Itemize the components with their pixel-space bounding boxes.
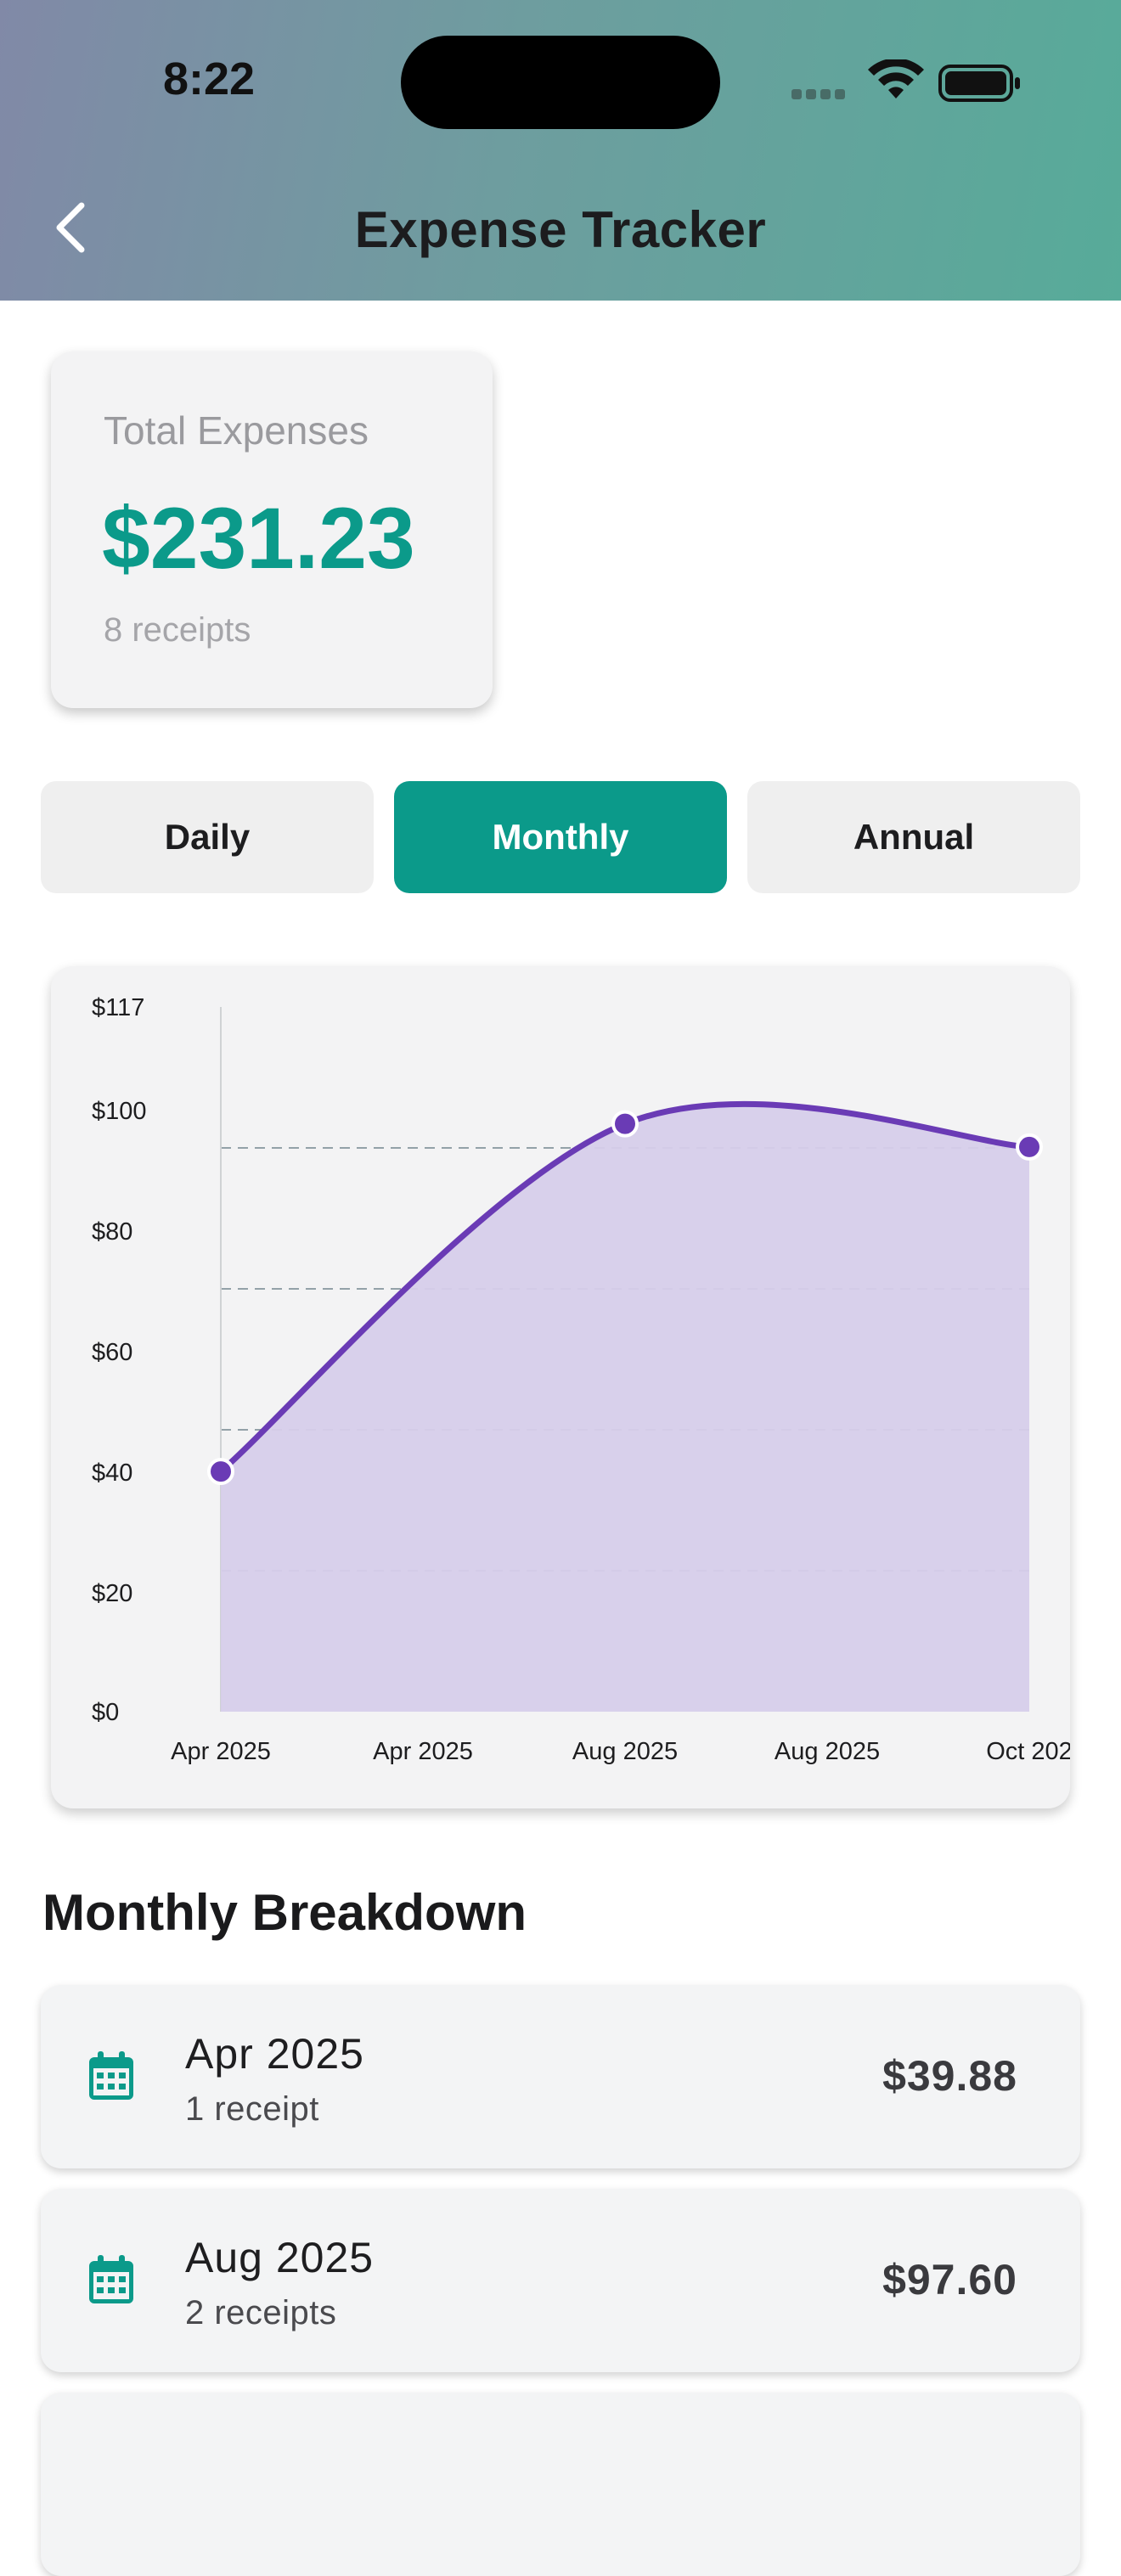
y-tick-label: $117 [92, 994, 144, 1021]
back-button[interactable] [44, 194, 104, 262]
dynamic-island [401, 36, 720, 129]
tab-annual[interactable]: Annual [747, 781, 1080, 893]
y-tick-label: $100 [92, 1098, 147, 1125]
data-point [1016, 1133, 1043, 1161]
total-expenses-amount: $231.23 [102, 490, 415, 587]
total-expenses-card: Total Expenses $231.23 8 receipts [51, 352, 493, 708]
calendar-icon [89, 2255, 133, 2303]
breakdown-receipts: 2 receipts [185, 2294, 337, 2331]
breakdown-title: Monthly Breakdown [42, 1884, 527, 1941]
breakdown-amount: $39.88 [882, 2052, 1017, 2100]
x-tick-label: Apr 2025 [171, 1738, 271, 1765]
cellular-signal-icon [791, 88, 849, 104]
area-fill [221, 1104, 1029, 1712]
data-point [611, 1110, 639, 1138]
tab-daily[interactable]: Daily [41, 781, 374, 893]
total-expenses-label: Total Expenses [104, 408, 369, 453]
expense-area-chart: $117 $100 $80 $60 $40 $20 $0 Apr 2025 Apr 2025 Au… [92, 994, 1070, 1765]
header-bar: 8:22 Expense Tracker [0, 0, 1121, 301]
breakdown-amount: $97.60 [882, 2256, 1017, 2303]
status-time: 8:22 [163, 53, 256, 104]
y-tick-label: $80 [92, 1218, 132, 1246]
breakdown-month: Apr 2025 [185, 2030, 364, 2078]
breakdown-row-partial[interactable] [41, 2393, 1080, 2576]
x-tick-label: Oct 202 [986, 1738, 1070, 1765]
y-tick-label: $0 [92, 1699, 119, 1726]
y-tick-label: $20 [92, 1580, 132, 1607]
y-tick-label: $40 [92, 1460, 132, 1487]
status-icons [790, 59, 1028, 102]
breakdown-row[interactable]: Apr 2025 1 receipt $39.88 [41, 1985, 1080, 2168]
total-receipts-count: 8 receipts [104, 611, 251, 649]
breakdown-receipts: 1 receipt [185, 2090, 319, 2128]
breakdown-row[interactable]: Aug 2025 2 receipts $97.60 [41, 2189, 1080, 2372]
y-tick-label: $60 [92, 1339, 132, 1366]
breakdown-month: Aug 2025 [185, 2234, 375, 2281]
x-tick-label: Aug 2025 [572, 1738, 678, 1765]
page-title: Expense Tracker [354, 201, 767, 258]
wifi-icon [868, 59, 924, 98]
chevron-left-icon [56, 202, 85, 253]
data-point [207, 1458, 234, 1486]
x-tick-label: Apr 2025 [373, 1738, 473, 1765]
expense-chart-card: $117 $100 $80 $60 $40 $20 $0 Apr 2025 Apr 2025 Au… [51, 966, 1070, 1808]
calendar-icon [89, 2051, 133, 2100]
tab-monthly[interactable]: Monthly [394, 781, 727, 893]
battery-icon [938, 65, 1020, 102]
x-tick-label: Aug 2025 [775, 1738, 880, 1765]
